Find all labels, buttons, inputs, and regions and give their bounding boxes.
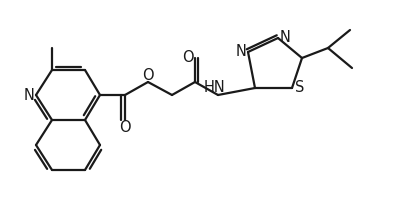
Text: O: O: [142, 67, 153, 83]
Text: S: S: [294, 81, 304, 96]
Text: N: N: [279, 30, 290, 46]
Text: O: O: [119, 121, 130, 136]
Text: N: N: [235, 45, 246, 60]
Text: N: N: [23, 88, 34, 102]
Text: HN: HN: [204, 79, 225, 95]
Text: O: O: [182, 51, 193, 65]
